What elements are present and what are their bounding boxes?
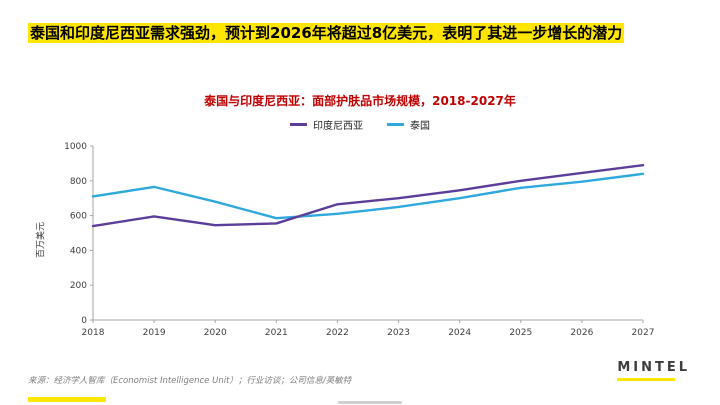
y-tick-label: 600	[70, 212, 87, 222]
chart-title: 泰国与印度尼西亚：面部护肤品市场规模，2018-2027年	[204, 94, 516, 108]
series-line-泰国	[91, 172, 645, 220]
line-chart-svg: 0 200 400 600 800 1000 2018 2019 2020 2021 2022 202…	[64, 142, 655, 338]
x-tick-label: 2023	[387, 328, 410, 338]
chart-legend: 印度尼西亚 泰国	[60, 117, 660, 132]
legend-item: 印度尼西亚	[290, 117, 363, 132]
x-tick-label: 2019	[143, 328, 166, 338]
y-tick-label: 1000	[64, 142, 87, 152]
legend-item: 泰国	[387, 117, 430, 132]
legend-marker	[387, 123, 404, 126]
x-tick-label: 2022	[326, 328, 349, 338]
y-tick-label: 800	[70, 177, 87, 187]
slide-headline: 泰国和印度尼西亚需求强劲，预计到2026年将超过8亿美元，表明了其进一步增长的潜…	[28, 23, 625, 43]
legend-marker	[290, 123, 307, 126]
mintel-logo-wrap: MINTEL	[617, 360, 690, 381]
x-tick-label: 2018	[82, 328, 105, 338]
legend-label: 印度尼西亚	[313, 121, 363, 132]
bottom-accent-bar	[28, 397, 106, 402]
x-tick-label: 2025	[509, 328, 532, 338]
horizontal-scrollbar[interactable]	[338, 401, 402, 404]
mintel-logo-underline	[617, 378, 676, 381]
x-tick-label: 2021	[265, 328, 288, 338]
legend-label: 泰国	[410, 121, 430, 132]
x-tick-label: 2020	[204, 328, 227, 338]
y-tick-label: 200	[70, 281, 87, 291]
y-tick-label: 0	[81, 316, 87, 326]
mintel-logo: MINTEL	[617, 360, 690, 375]
x-tick-label: 2026	[570, 328, 593, 338]
x-tick-label: 2024	[448, 328, 471, 338]
slide-headline-wrap: 泰国和印度尼西亚需求强劲，预计到2026年将超过8亿美元，表明了其进一步增长的潜…	[28, 22, 692, 44]
source-text: 来源：经济学人智库（Economist Intelligence Unit）；行…	[28, 376, 352, 386]
y-tick-label: 400	[70, 246, 87, 256]
x-tick-label: 2027	[632, 328, 655, 338]
series-line-印度尼西亚	[91, 163, 645, 228]
y-axis-label: 百万美元	[36, 221, 47, 259]
